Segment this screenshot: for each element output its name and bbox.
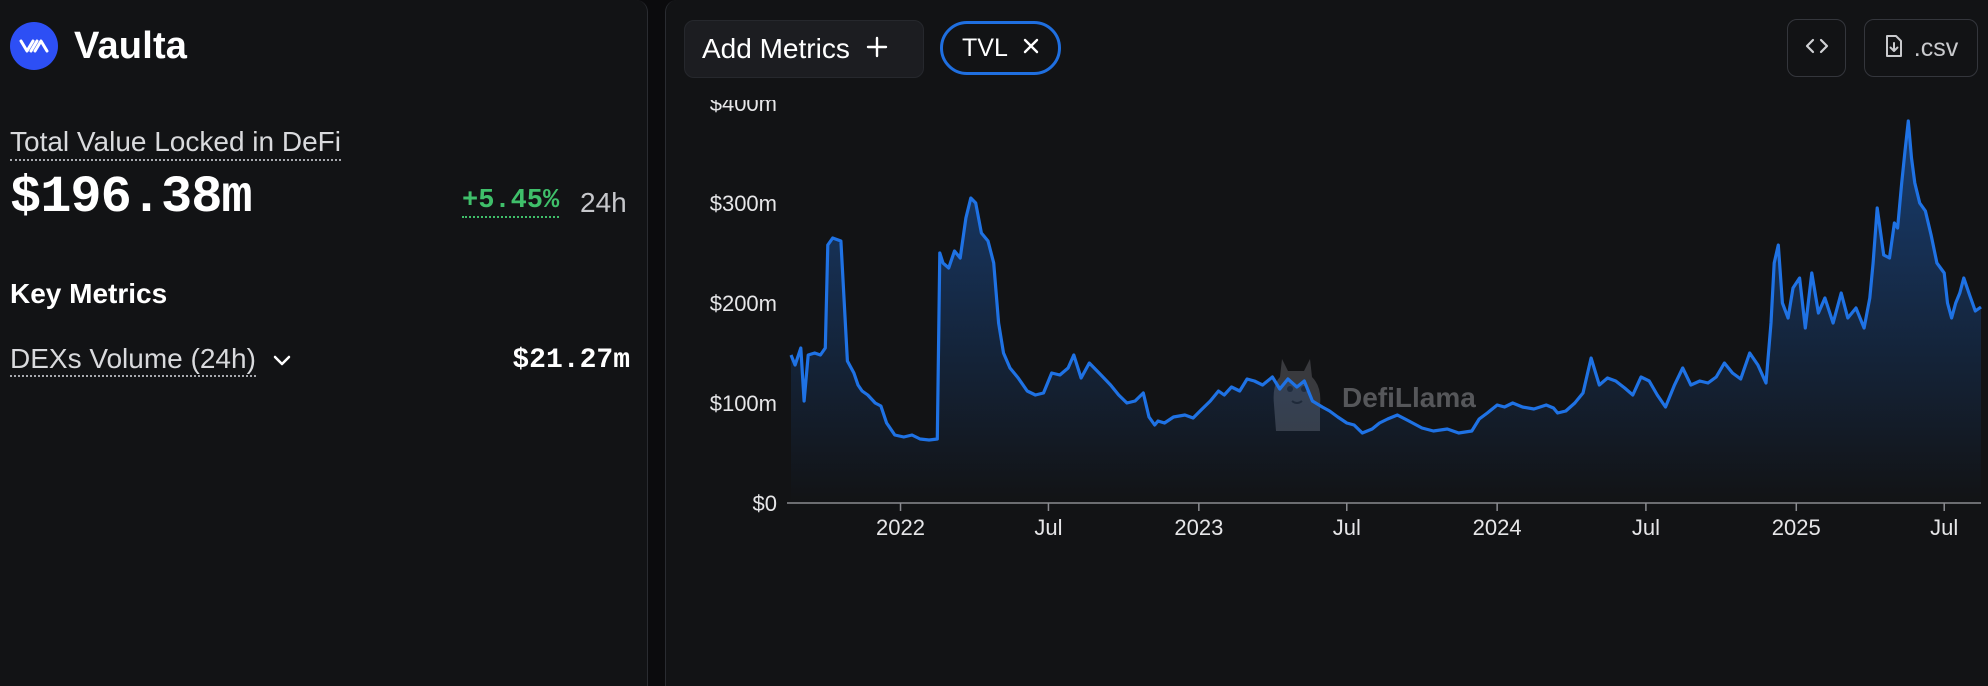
protocol-header: Vaulta [10,22,187,70]
watermark-text: DefiLlama [1342,381,1476,413]
csv-label: .csv [1913,33,1959,62]
tvl-change-period: 24h [580,187,627,218]
key-metrics-heading: Key Metrics [10,278,168,309]
tvl-value: $196.38m [10,168,253,227]
add-metrics-label: Add Metrics [702,33,850,64]
x-tick-label: Jul [1632,515,1660,540]
chevron-down-icon[interactable] [270,348,294,372]
x-tick-label: Jul [1034,515,1062,540]
x-tick-label: 2022 [876,515,925,540]
metric-row-dex-volume[interactable]: DEXs Volume (24h) $21.27m [10,340,630,380]
x-axis: 2022 Jul 2023 Jul 2024 Jul 2025 Jul [787,502,1981,540]
metric-value: $21.27m [512,344,630,376]
protocol-summary-panel [0,0,648,686]
vaulta-logo-icon [10,22,58,70]
download-csv-button[interactable]: .csv [1864,19,1978,77]
tvl-chip-label: TVL [962,33,1008,62]
tvl-area-chart[interactable]: $0$100m$200m$300m$400m 2022 Jul 2023 Jul 202… [665,100,1988,686]
x-tick-label: 2024 [1473,515,1522,540]
y-axis: $0 $100m $200m $300m $400m [710,100,777,516]
tvl-metric-chip[interactable]: TVL [940,21,1061,75]
y-tick-label: $300m [710,191,777,216]
metric-label[interactable]: DEXs Volume (24h) [10,343,256,377]
x-tick-label: Jul [1930,515,1958,540]
x-tick-label: 2023 [1174,515,1223,540]
chart-panel [665,0,1988,686]
y-tick-label: $100m [710,391,777,416]
tvl-area-fill [791,121,1981,503]
code-icon [1805,37,1829,60]
embed-chart-button[interactable] [1787,19,1846,77]
protocol-name: Vaulta [74,24,188,67]
plus-icon [866,36,888,63]
tvl-label[interactable]: Total Value Locked in DeFi [10,126,341,161]
tvl-series-line[interactable] [789,119,1982,442]
x-tick-label: 2025 [1772,515,1821,540]
y-tick-label: $0 [753,491,777,516]
x-tick-label: Jul [1333,515,1361,540]
y-tick-label: $200m [710,291,777,316]
file-download-icon [1884,34,1904,63]
add-metrics-button[interactable]: Add Metrics [684,20,924,78]
tvl-change-badge[interactable]: +5.45% [462,186,560,218]
y-tick-label: $400m [710,100,777,116]
close-icon[interactable] [1022,37,1040,60]
